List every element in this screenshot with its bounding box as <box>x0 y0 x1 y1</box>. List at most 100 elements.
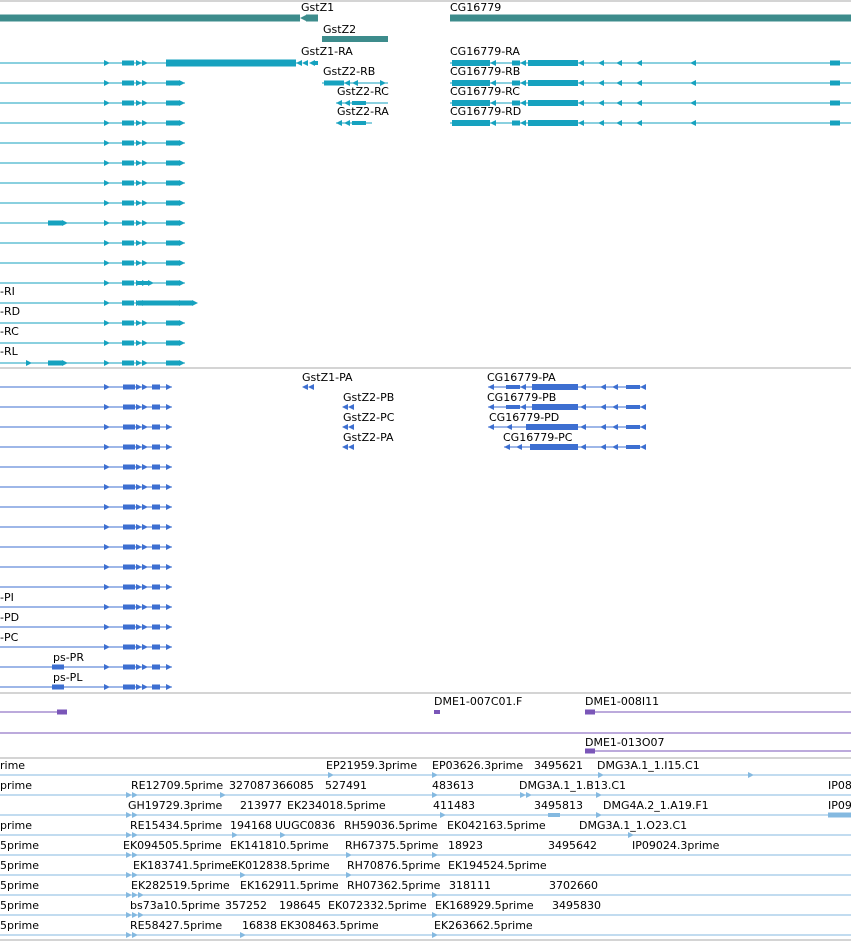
strand-arrow[interactable] <box>344 100 350 106</box>
strand-arrow[interactable] <box>136 484 142 490</box>
strand-arrow[interactable] <box>132 872 138 878</box>
exon-block[interactable] <box>313 61 318 65</box>
strand-arrow[interactable] <box>432 792 438 798</box>
strand-arrow[interactable] <box>490 100 496 106</box>
strand-arrow[interactable] <box>142 444 148 450</box>
strand-arrow[interactable] <box>142 200 148 206</box>
feature-label[interactable]: IP08 <box>828 779 851 792</box>
strand-arrow[interactable] <box>104 100 110 106</box>
strand-arrow[interactable] <box>104 260 110 266</box>
exon-block[interactable] <box>452 100 490 106</box>
feature-label[interactable]: rime <box>0 759 26 772</box>
feature-label[interactable]: 411483 <box>433 799 475 812</box>
strand-arrow[interactable] <box>136 220 142 226</box>
feature-label[interactable]: IP09024.3prime <box>632 839 720 852</box>
exon-block[interactable] <box>452 60 490 66</box>
feature-label[interactable]: 327087 <box>229 779 271 792</box>
feature-label[interactable]: bs73a10.5prime <box>130 899 220 912</box>
strand-arrow[interactable] <box>616 60 622 66</box>
feature-label[interactable]: CG16779-RD <box>450 105 522 118</box>
strand-arrow[interactable] <box>344 120 350 126</box>
exon-block[interactable] <box>528 80 578 86</box>
strand-arrow[interactable] <box>142 320 148 326</box>
exon-block[interactable] <box>122 260 134 266</box>
exon-block[interactable] <box>506 385 520 389</box>
strand-arrow[interactable] <box>142 360 148 366</box>
strand-arrow[interactable] <box>142 484 148 490</box>
exon-block[interactable] <box>526 424 578 430</box>
feature-label[interactable]: 3702660 <box>549 879 598 892</box>
strand-arrow[interactable] <box>636 80 642 86</box>
strand-arrow[interactable] <box>488 404 494 410</box>
feature-label[interactable]: prime <box>0 779 33 792</box>
strand-arrow[interactable] <box>136 320 142 326</box>
strand-arrow[interactable] <box>104 664 110 670</box>
strand-arrow[interactable] <box>104 160 110 166</box>
strand-arrow[interactable] <box>142 684 148 690</box>
strand-arrow[interactable] <box>179 100 185 106</box>
strand-arrow[interactable] <box>179 220 185 226</box>
exon-block[interactable] <box>152 564 160 570</box>
strand-arrow[interactable] <box>104 60 110 66</box>
strand-arrow[interactable] <box>136 60 142 66</box>
strand-arrow[interactable] <box>336 100 342 106</box>
strand-arrow[interactable] <box>348 424 354 430</box>
strand-arrow[interactable] <box>578 100 584 106</box>
feature-label[interactable]: -PC <box>0 631 19 644</box>
strand-arrow[interactable] <box>616 80 622 86</box>
strand-arrow[interactable] <box>136 644 142 650</box>
exon-block[interactable] <box>512 80 520 86</box>
feature-label[interactable]: GstZ1 <box>301 1 335 14</box>
exon-block[interactable] <box>123 504 135 510</box>
strand-arrow[interactable] <box>179 340 185 346</box>
strand-arrow[interactable] <box>348 404 354 410</box>
strand-arrow[interactable] <box>342 424 348 430</box>
feature-label[interactable]: EP03626.3prime <box>432 759 524 772</box>
strand-arrow[interactable] <box>504 444 510 450</box>
exon-block[interactable] <box>122 60 134 66</box>
strand-arrow[interactable] <box>136 160 142 166</box>
feature-label[interactable]: 366085 <box>272 779 314 792</box>
strand-arrow[interactable] <box>142 424 148 430</box>
feature-label[interactable]: -RI <box>0 285 15 298</box>
strand-arrow[interactable] <box>104 300 110 306</box>
exon-block[interactable] <box>506 405 520 409</box>
strand-arrow[interactable] <box>132 852 138 858</box>
strand-arrow[interactable] <box>179 360 185 366</box>
strand-arrow[interactable] <box>598 100 604 106</box>
exon-block[interactable] <box>123 484 135 490</box>
feature-label[interactable]: -RC <box>0 325 19 338</box>
strand-arrow[interactable] <box>142 464 148 470</box>
strand-arrow[interactable] <box>616 120 622 126</box>
strand-arrow[interactable] <box>600 384 606 390</box>
strand-arrow[interactable] <box>690 80 696 86</box>
exon-block[interactable] <box>166 59 296 67</box>
feature-label[interactable]: GstZ2-PB <box>343 391 395 404</box>
strand-arrow[interactable] <box>690 120 696 126</box>
strand-arrow[interactable] <box>126 852 132 858</box>
feature-label[interactable]: EK162911.5prime <box>240 879 339 892</box>
strand-arrow[interactable] <box>104 464 110 470</box>
strand-arrow[interactable] <box>432 932 438 938</box>
strand-arrow[interactable] <box>342 404 348 410</box>
feature-label[interactable]: RE12709.5prime <box>131 779 224 792</box>
exon-block[interactable] <box>122 360 134 366</box>
strand-arrow[interactable] <box>126 812 132 818</box>
strand-arrow[interactable] <box>598 120 604 126</box>
strand-arrow[interactable] <box>166 464 172 470</box>
exon-block[interactable] <box>152 424 160 430</box>
strand-arrow[interactable] <box>302 60 308 66</box>
strand-arrow[interactable] <box>132 892 138 898</box>
strand-arrow[interactable] <box>179 160 185 166</box>
exon-block[interactable] <box>123 444 135 450</box>
strand-arrow[interactable] <box>136 360 142 366</box>
strand-arrow[interactable] <box>612 384 618 390</box>
feature-label[interactable]: DME1-007C01.F <box>434 695 523 708</box>
strand-arrow[interactable] <box>636 60 642 66</box>
strand-arrow[interactable] <box>142 100 148 106</box>
strand-arrow[interactable] <box>142 384 148 390</box>
exon-block[interactable] <box>122 280 134 286</box>
strand-arrow[interactable] <box>126 912 132 918</box>
feature-label[interactable]: RH67375.5prime <box>345 839 439 852</box>
